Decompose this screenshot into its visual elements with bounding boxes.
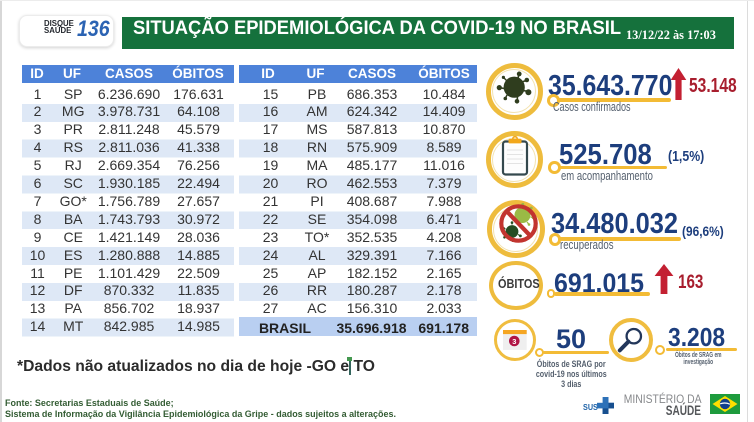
svg-text:3: 3 [512,337,516,346]
